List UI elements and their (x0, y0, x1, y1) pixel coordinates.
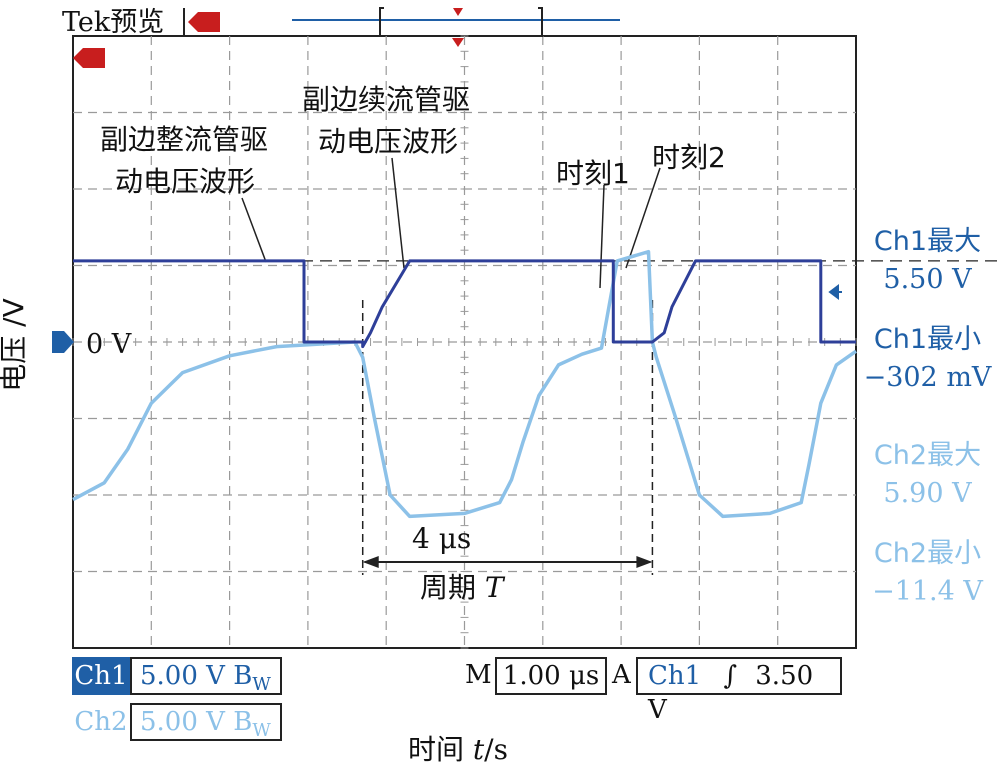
waveform-traces (72, 249, 858, 519)
free-drive-label-line2: 动电压波形 (318, 125, 459, 158)
trigger-slope-icon: ∫ (723, 661, 737, 691)
ch1-max-value: 5.50 V (883, 264, 972, 295)
ch1-trace (73, 259, 856, 349)
moment2-label: 时刻2 (652, 141, 726, 174)
period-arrow-left (362, 556, 379, 568)
ch2-min-label: Ch2最小 (873, 538, 982, 569)
ch1-bw: B (233, 661, 253, 691)
trigger-flag-icon (73, 48, 105, 68)
rect-drive-leader (241, 197, 267, 263)
x-axis-symbol: t (472, 733, 485, 766)
ch2-scale-box[interactable]: 5.00 V BW (130, 703, 282, 741)
rect-drive-label-line2: 动电压波形 (115, 165, 256, 198)
timebase-value: 1.00 μs (502, 661, 600, 691)
ch1-ground-marker (52, 331, 74, 353)
ch1-tag[interactable]: Ch1 (72, 657, 130, 695)
trigger-box[interactable]: Ch1 ∫ 3.50 V (636, 657, 842, 725)
ch2-tag[interactable]: Ch2 (74, 707, 128, 737)
ch2-max-label: Ch2最大 (873, 440, 982, 471)
ch2-min-value: −11.4 V (872, 576, 983, 607)
x-axis-label: 时间 t/s (408, 728, 508, 768)
period-prefix: 周期 (420, 571, 485, 604)
ch2-max-value: 5.90 V (883, 478, 972, 509)
free-drive-label-line1: 副边续流管驱 (302, 83, 471, 116)
ch1-max-label: Ch1最大 (873, 226, 982, 257)
free-drive-leader (391, 157, 405, 269)
moment1-label: 时刻1 (556, 157, 630, 190)
trigger-flag-icon (188, 12, 220, 32)
ch1-scale: 5.00 V (140, 661, 225, 691)
moment1-leader (599, 184, 605, 289)
ch2-scale: 5.00 V (140, 707, 225, 737)
rect-drive-label-line1: 副边整流管驱 (100, 123, 269, 156)
period-label: 周期 T (420, 566, 504, 606)
x-axis-suffix: /s (484, 733, 508, 766)
trigger-level: 3.50 V (648, 661, 814, 725)
timebase-box[interactable]: 1.00 μs (495, 657, 607, 695)
scope-title: Tek预览 (62, 7, 165, 38)
period-symbol: T (484, 571, 504, 604)
ch1-scale-box[interactable]: 5.00 V BW (130, 657, 282, 695)
trigger-level-arrow (828, 284, 842, 300)
trigger-position-marker (453, 8, 463, 16)
timebase-m-label: M (465, 660, 492, 690)
ch2-bw: B (233, 707, 253, 737)
moment2-leader (625, 167, 661, 269)
period-arrow-right (636, 556, 653, 568)
ch2-trace (72, 249, 858, 519)
ch1-min-label: Ch1最小 (873, 324, 982, 355)
ch1-min-value: −302 mV (863, 362, 992, 393)
view-bracket (379, 7, 543, 37)
y-axis-label: 电压 /V (0, 298, 30, 392)
trigger-position-marker (452, 38, 464, 47)
x-axis-prefix: 时间 (408, 733, 473, 766)
ch1-bw-sub: W (252, 674, 271, 696)
trigger-source: Ch1 (648, 661, 702, 691)
ch2-bw-sub: W (252, 720, 271, 742)
interval-label: 4 μs (412, 522, 472, 555)
ground-level-label: 0 V (86, 329, 132, 360)
trigger-a-label: A (612, 660, 631, 690)
